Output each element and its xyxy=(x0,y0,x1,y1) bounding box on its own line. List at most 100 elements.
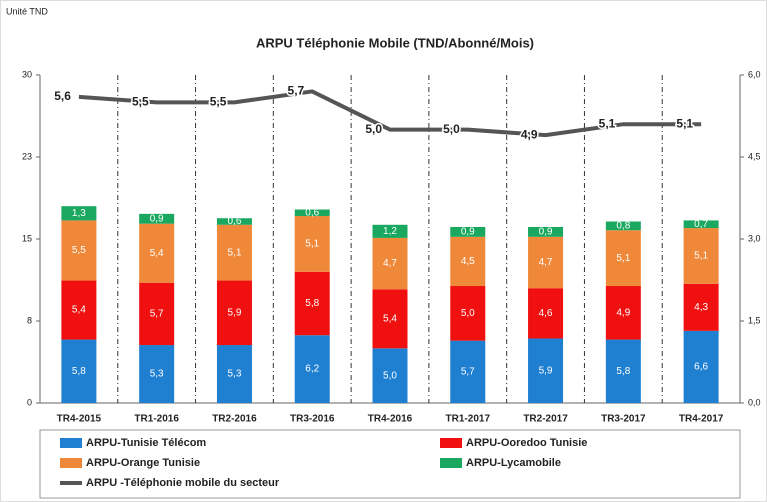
bar-segment xyxy=(450,286,486,341)
legend-label: ARPU-Orange Tunisie xyxy=(86,457,200,469)
bar-segment xyxy=(450,340,486,403)
bar-value-label: 0,9 xyxy=(539,227,553,238)
bar-segment xyxy=(450,236,486,287)
bar-value-label: 5,9 xyxy=(227,307,241,318)
y2-tick-label: 4,5 xyxy=(748,151,761,161)
bar-segment xyxy=(216,224,252,281)
line-label: 5,0 xyxy=(443,122,460,136)
bar-value-label: 5,4 xyxy=(383,313,397,324)
y-tick-label: 8 xyxy=(27,315,32,325)
bar-value-label: 5,8 xyxy=(305,298,319,309)
bar-value-label: 0,6 xyxy=(305,207,319,218)
bar-value-label: 4,7 xyxy=(383,258,397,269)
legend-label: ARPU-Lycamobile xyxy=(466,457,561,469)
bar-value-label: 5,5 xyxy=(72,245,86,256)
legend-label: ARPU -Téléphonie mobile du secteur xyxy=(86,477,280,489)
y2-tick-label: 6,0 xyxy=(748,69,761,79)
bar-segment xyxy=(294,216,330,272)
bar-segment xyxy=(294,271,330,336)
x-tick-label: TR2-2017 xyxy=(523,414,568,425)
bar-segment xyxy=(372,224,408,238)
bar-segment xyxy=(139,223,175,283)
y-tick-label: 15 xyxy=(22,233,32,243)
bar-value-label: 5,9 xyxy=(539,365,553,376)
bar-segment xyxy=(605,230,641,287)
bar-segment xyxy=(605,339,641,403)
line-label: 5,7 xyxy=(288,84,305,98)
bar-value-label: 5,3 xyxy=(227,369,241,380)
line-label: 5,0 xyxy=(365,122,382,136)
line-label: 4,9 xyxy=(521,127,538,141)
bar-value-label: 1,3 xyxy=(72,208,86,219)
bar-segment xyxy=(61,220,97,281)
x-tick-label: TR4-2016 xyxy=(368,414,413,425)
bar-segment xyxy=(528,226,564,237)
bar-segment xyxy=(139,345,175,403)
bar-segment xyxy=(605,286,641,340)
x-tick-label: TR1-2017 xyxy=(446,414,491,425)
bar-segment xyxy=(294,335,330,403)
y-tick-label: 23 xyxy=(22,151,32,161)
bar-segment xyxy=(528,236,564,289)
bar-segment xyxy=(216,218,252,225)
bar-value-label: 4,3 xyxy=(694,302,708,313)
bar-value-label: 1,2 xyxy=(383,226,397,237)
bar-segment xyxy=(528,338,564,403)
bar-segment xyxy=(372,289,408,349)
bar-segment xyxy=(683,283,719,331)
x-tick-label: TR3-2016 xyxy=(290,414,335,425)
bar-value-label: 5,3 xyxy=(150,369,164,380)
chart-title: ARPU Téléphonie Mobile (TND/Abonné/Mois) xyxy=(256,35,534,50)
legend-marker xyxy=(60,458,82,468)
bar-segment xyxy=(294,209,330,217)
x-tick-label: TR3-2017 xyxy=(601,414,646,425)
bar-value-label: 5,1 xyxy=(694,251,708,262)
bar-value-label: 5,0 xyxy=(461,308,475,319)
bar-value-label: 5,1 xyxy=(616,253,630,264)
bar-value-label: 6,2 xyxy=(305,364,319,375)
legend-marker xyxy=(60,438,82,448)
y-tick-label: 30 xyxy=(22,69,32,79)
bar-value-label: 5,4 xyxy=(150,248,164,259)
bar-segment xyxy=(372,237,408,290)
bar-value-label: 4,9 xyxy=(616,307,630,318)
bar-value-label: 5,7 xyxy=(461,366,475,377)
x-tick-label: TR4-2015 xyxy=(57,414,102,425)
bar-segment xyxy=(216,280,252,346)
bar-segment xyxy=(61,280,97,340)
bar-segment xyxy=(683,220,719,229)
bar-segment xyxy=(139,282,175,346)
x-tick-label: TR1-2016 xyxy=(134,414,179,425)
line-series xyxy=(78,89,702,138)
x-tick-label: TR4-2017 xyxy=(679,414,724,425)
bar-value-label: 5,1 xyxy=(227,247,241,258)
bar-value-label: 4,5 xyxy=(461,256,475,267)
y2-tick-label: 3,0 xyxy=(748,233,761,243)
bar-value-label: 0,6 xyxy=(227,216,241,227)
bar-segment xyxy=(61,339,97,403)
bar-value-label: 5,0 xyxy=(383,370,397,381)
bar-segment xyxy=(372,348,408,403)
bar-segment xyxy=(683,330,719,403)
bar-value-label: 4,7 xyxy=(539,257,553,268)
line-label: 5,6 xyxy=(54,89,71,103)
y2-tick-label: 1,5 xyxy=(748,315,761,325)
bar-value-label: 6,6 xyxy=(694,362,708,373)
line-label: 5,1 xyxy=(676,116,693,130)
bar-segment xyxy=(450,226,486,237)
legend-box xyxy=(39,429,741,499)
bar-value-label: 0,9 xyxy=(461,227,475,238)
bar-segment xyxy=(605,221,641,231)
legend-label: ARPU-Tunisie Télécom xyxy=(86,437,206,449)
bar-segment xyxy=(139,213,175,224)
line-label: 5,5 xyxy=(132,95,149,109)
bar-segment xyxy=(528,288,564,339)
bar-value-label: 4,6 xyxy=(539,308,553,319)
bar-value-label: 5,4 xyxy=(72,305,86,316)
line-label: 5,5 xyxy=(210,95,227,109)
bar-value-label: 0,8 xyxy=(616,221,630,232)
bar-value-label: 5,1 xyxy=(305,239,319,250)
legend-label: ARPU-Ooredoo Tunisie xyxy=(466,437,587,449)
bar-segment xyxy=(216,345,252,403)
